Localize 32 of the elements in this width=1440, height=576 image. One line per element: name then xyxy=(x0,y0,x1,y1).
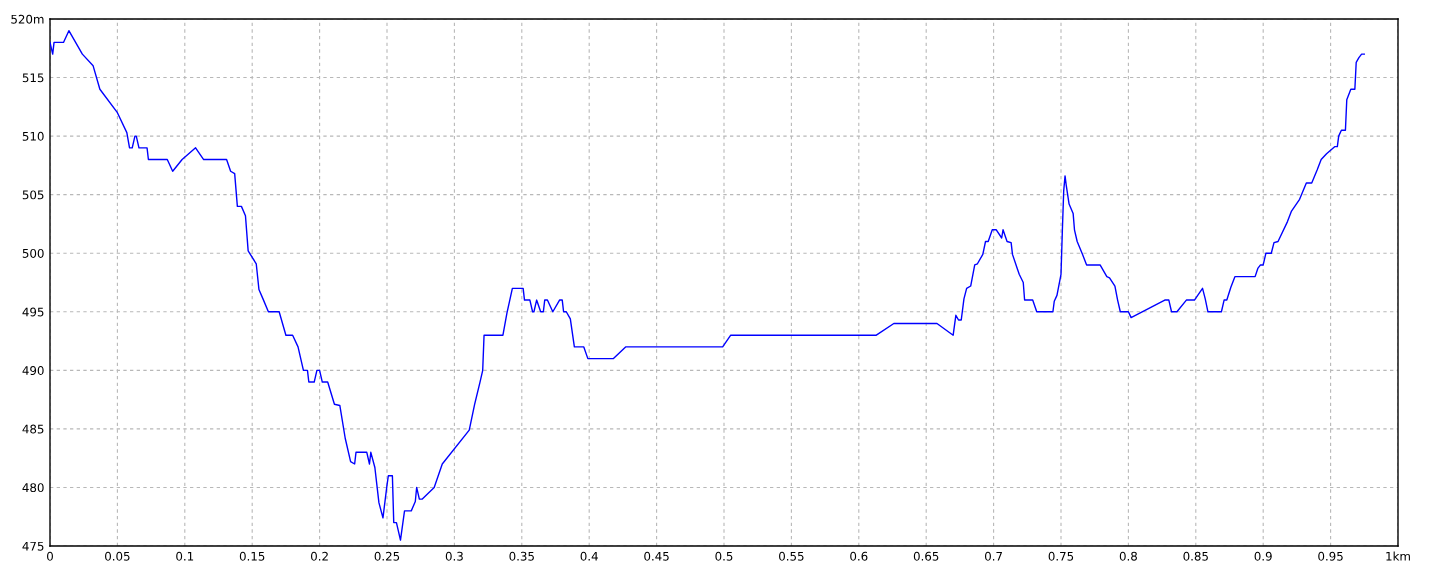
x-tick-label: 0.85 xyxy=(1183,551,1208,561)
x-tick-label: 0.8 xyxy=(1119,551,1137,561)
x-tick-label: 1km xyxy=(1386,551,1410,561)
x-tick-label: 0.3 xyxy=(445,551,463,561)
y-tick-label: 480 xyxy=(22,483,44,493)
x-tick-label: 0.75 xyxy=(1048,551,1074,561)
x-tick-label: 0.1 xyxy=(176,551,194,561)
y-tick-label: 520m xyxy=(11,14,44,24)
x-tick-label: 0.15 xyxy=(239,551,265,561)
x-tick-label: 0.5 xyxy=(715,551,733,561)
x-tick-label: 0.6 xyxy=(850,551,868,561)
y-tick-label: 490 xyxy=(22,366,44,375)
x-tick-label: 0.2 xyxy=(310,551,328,561)
y-tick-label: 475 xyxy=(22,541,44,551)
y-tick-label: 510 xyxy=(22,131,44,141)
x-tick-label: 0.65 xyxy=(913,551,939,561)
x-tick-label: 0.95 xyxy=(1318,551,1343,561)
x-tick-label: 0.45 xyxy=(644,551,669,561)
y-tick-label: 495 xyxy=(22,307,44,317)
y-tick-label: 515 xyxy=(22,73,44,83)
y-tick-label: 505 xyxy=(22,190,44,200)
x-tick-label: 0.4 xyxy=(580,551,598,561)
y-tick-label: 500 xyxy=(22,248,44,258)
x-tick-label: 0.25 xyxy=(374,551,400,561)
line-series xyxy=(50,30,1365,541)
x-tick-label: 0.35 xyxy=(509,551,534,561)
x-tick-label: 0.7 xyxy=(984,551,1002,561)
x-tick-label: 0 xyxy=(47,551,53,561)
x-tick-label: 0.55 xyxy=(779,551,804,561)
y-tick-label: 485 xyxy=(22,424,44,434)
x-tick-label: 0.9 xyxy=(1254,551,1272,561)
x-tick-label: 0.05 xyxy=(105,551,130,561)
